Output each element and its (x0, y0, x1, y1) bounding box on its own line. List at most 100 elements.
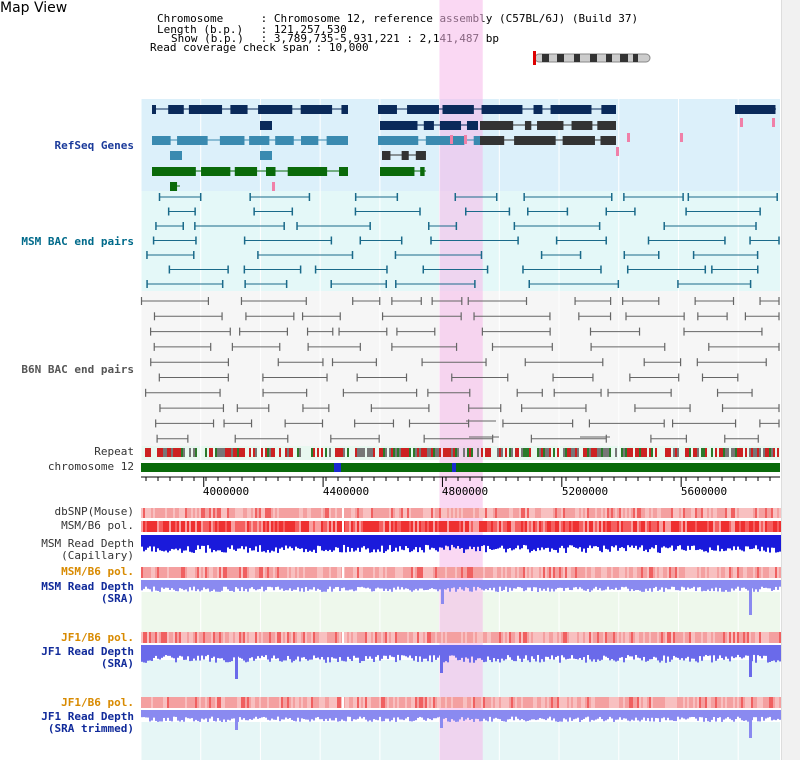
jf1-trim-depth-bar (719, 710, 721, 718)
msm-b6-pol-cell (487, 521, 489, 532)
msm-sra-depth-bar (251, 580, 253, 588)
jf1-sra-depth-bar (373, 645, 375, 663)
repeat-element (397, 448, 399, 457)
msm-b6-pol-2-cell (349, 567, 351, 578)
msm-b6-pol-cell (407, 521, 409, 532)
repeat-element (637, 448, 639, 457)
jf1-b6-pol-2-cell (143, 697, 145, 708)
msm-sra-depth-bar (361, 580, 363, 587)
jf1-sra-depth-bar (293, 645, 295, 661)
msm-b6-pol-2-cell (447, 567, 449, 578)
jf1-b6-pol-2-cell (607, 697, 609, 708)
track-canvas[interactable] (0, 0, 781, 760)
msm-capillary-depth-bar (373, 535, 375, 550)
msm-b6-pol-2-cell (725, 567, 727, 578)
repeat-element (193, 448, 195, 457)
jf1-b6-pol-2-cell (265, 697, 267, 708)
msm-capillary-depth-bar (497, 535, 499, 549)
jf1-b6-pol-cell (253, 632, 255, 643)
msm-capillary-depth-bar (779, 535, 781, 552)
msm-capillary-depth-bar (751, 535, 753, 549)
jf1-b6-pol-cell (143, 632, 145, 643)
chromosome-ideogram[interactable] (530, 51, 655, 65)
jf1-trim-depth-bar (595, 710, 597, 720)
jf1-trim-depth-bar (391, 710, 393, 721)
msm-capillary-depth-bar (569, 535, 571, 546)
dbsnp-cell (501, 508, 503, 518)
jf1-trim-depth-bar (379, 710, 381, 717)
msm-b6-pol-cell (683, 521, 685, 532)
jf1-b6-pol-2-cell (193, 697, 195, 708)
jf1-trim-depth-bar (163, 710, 165, 718)
msm-b6-pol-2-cell (583, 567, 585, 578)
msm-sra-depth-bar (609, 580, 611, 590)
dbsnp-cell (653, 508, 655, 518)
msm-b6-pol-2-cell (559, 567, 561, 578)
msm-b6-pol-2-cell (323, 567, 325, 578)
jf1-sra-depth-bar (673, 645, 675, 656)
jf1-sra-depth-bar (155, 645, 157, 656)
msm-b6-pol-cell (287, 521, 289, 532)
jf1-trim-depth-bar (263, 710, 265, 717)
msm-capillary-depth-bar (505, 535, 507, 553)
repeat-element (655, 448, 657, 457)
msm-capillary-depth-bar (269, 535, 271, 553)
msm-capillary-depth-bar (583, 535, 585, 549)
msm-b6-pol-cell (675, 521, 677, 532)
repeat-element (529, 448, 531, 457)
jf1-trim-depth-bar (353, 710, 355, 720)
jf1-b6-pol-2-cell (695, 697, 697, 708)
dbsnp-cell (595, 508, 597, 518)
jf1-b6-pol-cell (313, 632, 315, 643)
jf1-sra-depth-bar (709, 645, 711, 656)
vertical-scrollbar[interactable] (781, 0, 800, 760)
dbsnp-cell (243, 508, 245, 518)
jf1-sra-depth-bar (681, 645, 683, 659)
msm-b6-pol-cell (163, 521, 165, 532)
msm-capillary-depth-bar (459, 535, 461, 549)
repeat-element (169, 448, 171, 457)
dbsnp-cell (763, 508, 765, 518)
jf1-b6-pol-cell (257, 632, 259, 643)
jf1-b6-pol-2-cell (385, 697, 387, 708)
jf1-trim-depth-bar (165, 710, 167, 721)
msm-capillary-depth-bar (239, 535, 241, 549)
jf1-b6-pol-cell (775, 632, 777, 643)
jf1-sra-depth-bar (383, 645, 385, 656)
msm-sra-depth-bar (195, 580, 197, 592)
jf1-b6-pol-2-cell (347, 697, 349, 708)
msm-b6-pol-cell (511, 521, 513, 532)
msm-b6-pol-2-cell (715, 567, 717, 578)
msm-capillary-depth-bar (397, 535, 399, 552)
msm-sra-depth-bar (747, 580, 749, 591)
msm-sra-depth-bar (207, 580, 209, 589)
jf1-trim-depth-bar (243, 710, 245, 719)
dbsnp-cell (511, 508, 513, 518)
msm-b6-pol-2-cell (453, 567, 455, 578)
msm-b6-pol-cell (475, 521, 477, 532)
jf1-sra-depth-bar (247, 645, 249, 662)
dbsnp-cell (493, 508, 495, 518)
dbsnp-cell (475, 508, 477, 518)
msm-capillary-depth-bar (765, 535, 767, 552)
jf1-b6-pol-cell (277, 632, 279, 643)
msm-sra-depth-bar (319, 580, 321, 590)
msm-capillary-depth-bar (473, 535, 475, 547)
jf1-b6-pol-2-cell (523, 697, 525, 708)
dbsnp-cell (505, 508, 507, 518)
jf1-b6-pol-cell (773, 632, 775, 643)
msm-capillary-depth-bar (377, 535, 379, 550)
msm-sra-depth-bar (383, 580, 385, 591)
msm-b6-pol-cell (669, 521, 671, 532)
jf1-b6-pol-cell (273, 632, 275, 643)
msm-capillary-depth-bar (685, 535, 687, 551)
jf1-b6-pol-2-cell (511, 697, 513, 708)
msm-capillary-depth-bar (491, 535, 493, 550)
jf1-trim-depth-bar (289, 710, 291, 719)
repeat-element (615, 448, 617, 457)
msm-b6-pol-cell (599, 521, 601, 532)
jf1-sra-depth-bar (723, 645, 725, 660)
dbsnp-cell (397, 508, 399, 518)
jf1-b6-pol-cell (319, 632, 321, 643)
repeat-element (563, 448, 565, 457)
